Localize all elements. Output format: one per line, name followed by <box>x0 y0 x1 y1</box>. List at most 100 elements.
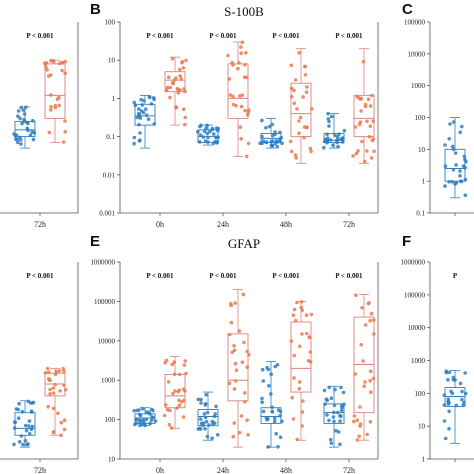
data-point <box>355 418 360 423</box>
data-point <box>206 140 210 144</box>
data-point <box>49 58 53 63</box>
data-point <box>232 387 237 391</box>
data-point <box>463 177 468 182</box>
y-tick-label: 100000 <box>94 298 116 306</box>
data-point <box>357 434 362 439</box>
data-point <box>178 88 182 92</box>
data-point <box>21 442 25 447</box>
data-point <box>59 420 64 425</box>
data-point <box>12 132 16 136</box>
y-tick-label: 10 <box>418 423 426 431</box>
data-point <box>25 442 30 447</box>
data-point <box>291 417 296 421</box>
data-point <box>227 77 232 81</box>
data-point <box>366 301 371 306</box>
data-point <box>198 417 203 421</box>
data-point <box>54 369 59 374</box>
data-point <box>61 61 65 65</box>
data-point <box>369 311 374 316</box>
data-point <box>301 95 305 99</box>
data-point <box>297 380 302 384</box>
data-point <box>49 108 53 112</box>
data-point <box>365 149 369 153</box>
data-point <box>27 424 31 428</box>
data-point <box>230 61 234 65</box>
panel-e: E GFAP 10 100 1000 10000 100000 1000000 0h P < 0.… <box>90 233 379 474</box>
data-point <box>45 68 49 72</box>
data-point <box>459 179 463 183</box>
data-point <box>205 123 209 128</box>
p-value-label: P < 0.001 <box>146 272 174 280</box>
data-point <box>322 145 326 150</box>
data-point <box>202 129 207 134</box>
data-point <box>212 132 216 136</box>
data-point <box>293 153 298 157</box>
data-point <box>304 90 309 94</box>
data-point <box>463 371 468 375</box>
data-point <box>51 406 56 411</box>
data-point <box>183 122 187 127</box>
data-point <box>22 112 27 116</box>
panel-c: C 0.1 1 10 100 1000 10000 100000 <box>402 1 474 218</box>
data-point <box>293 78 298 82</box>
data-point <box>134 421 139 426</box>
data-point <box>232 421 237 425</box>
box-group1-0 <box>442 369 468 444</box>
data-point <box>147 410 151 415</box>
data-point <box>336 144 340 149</box>
data-point <box>309 149 313 154</box>
data-point <box>331 415 336 419</box>
data-point <box>369 390 373 395</box>
box-iqr <box>353 94 375 138</box>
data-point <box>31 118 35 123</box>
data-point <box>166 380 171 384</box>
data-point <box>458 169 462 173</box>
data-point <box>181 387 186 392</box>
data-point <box>47 130 52 135</box>
data-point <box>442 419 447 423</box>
data-point <box>295 300 299 305</box>
data-point <box>30 130 34 134</box>
data-point <box>300 410 305 414</box>
data-point <box>204 419 209 424</box>
data-point <box>463 193 468 197</box>
data-point <box>270 122 275 127</box>
data-point <box>183 115 187 120</box>
data-point <box>206 135 210 140</box>
box-group2-1 <box>226 40 251 159</box>
data-point <box>454 181 459 185</box>
data-point <box>197 140 202 144</box>
data-point <box>20 409 25 414</box>
y-tick-label: 100000 <box>404 291 426 299</box>
data-point <box>144 417 149 422</box>
data-point <box>198 427 203 431</box>
data-point <box>181 415 186 419</box>
data-point <box>460 397 464 402</box>
data-point <box>368 419 373 424</box>
data-point <box>168 95 172 100</box>
data-point <box>270 144 274 148</box>
p-value-label: P <box>453 272 458 280</box>
data-point <box>460 389 464 394</box>
data-point <box>57 103 61 108</box>
data-point <box>241 292 246 297</box>
box-iqr <box>134 103 156 126</box>
data-point <box>139 97 143 102</box>
data-point <box>371 119 376 123</box>
box-group1-1 <box>196 391 220 441</box>
data-point <box>340 405 344 410</box>
p-value-label: P < 0.001 <box>272 32 300 40</box>
data-point <box>169 426 174 430</box>
data-point <box>444 369 449 374</box>
data-point <box>292 353 297 358</box>
data-point <box>132 141 136 146</box>
data-point <box>246 141 251 146</box>
data-point <box>447 409 451 414</box>
data-point <box>355 438 360 442</box>
box-group2-0 <box>162 356 188 430</box>
data-point <box>229 303 233 308</box>
data-point <box>142 98 146 103</box>
data-point <box>442 393 447 398</box>
panel-letter: C <box>402 1 413 18</box>
data-point <box>333 387 337 392</box>
